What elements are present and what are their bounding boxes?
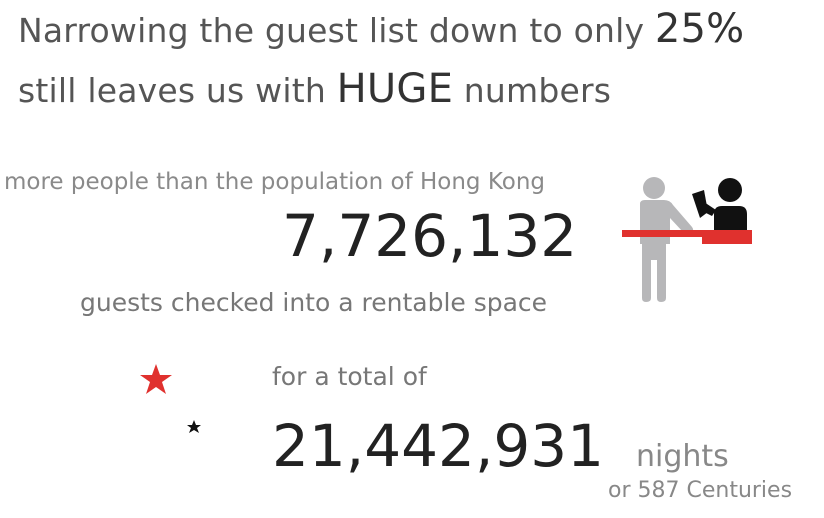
- hotel-checkin-icon: [622, 177, 752, 302]
- total-caption: for a total of: [272, 362, 427, 391]
- headline-percent: 25%: [654, 6, 745, 52]
- nights-unit: nights: [636, 439, 729, 474]
- crescent-moon-stars-icon: [103, 354, 214, 474]
- centuries-equivalent: or 587 Centuries: [608, 478, 793, 503]
- headline-line-2: still leaves us with HUGE numbers: [18, 66, 611, 112]
- guests-count: 7,726,132: [282, 202, 578, 270]
- hong-kong-comparison: more people than the population of Hong …: [4, 169, 546, 195]
- headline-line-1: Narrowing the guest list down to only 25…: [18, 6, 744, 52]
- guests-caption: guests checked into a rentable space: [80, 288, 548, 317]
- headline-suffix: numbers: [453, 71, 612, 110]
- headline-prefix: Narrowing the guest list down to only: [18, 11, 655, 50]
- headline-prefix-2: still leaves us with: [18, 71, 337, 110]
- nights-count: 21,442,931: [272, 412, 605, 480]
- headline-huge: HUGE: [336, 66, 454, 112]
